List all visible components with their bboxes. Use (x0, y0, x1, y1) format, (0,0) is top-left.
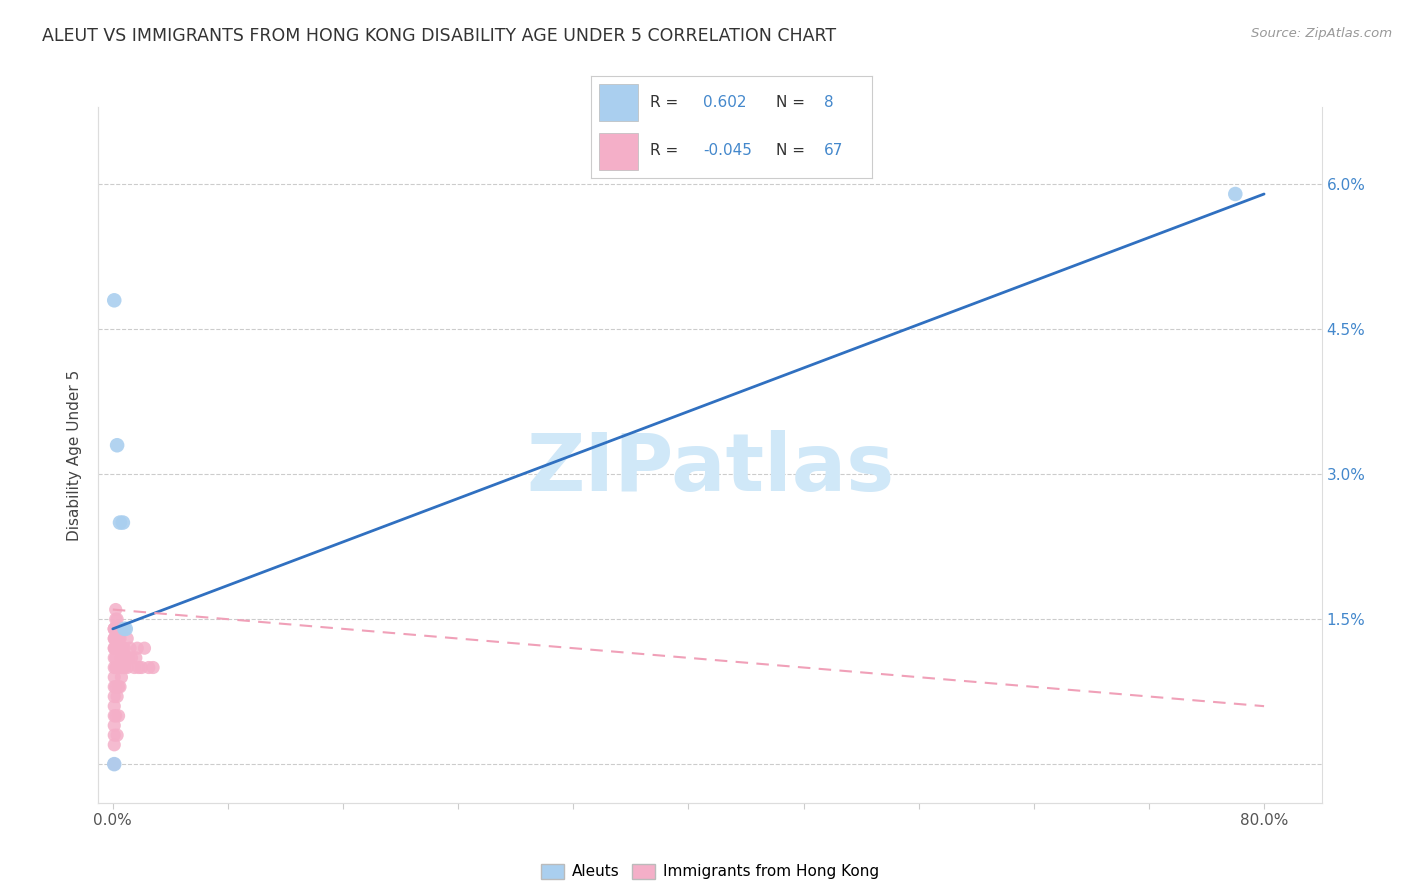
Point (110, 670, 132, 684)
Point (104, 651, 127, 665)
Point (104, 602, 127, 616)
Point (103, 632, 125, 646)
Point (103, 641, 125, 656)
Point (128, 660, 150, 674)
Point (114, 651, 136, 665)
Point (1225, 187, 1247, 202)
Point (108, 641, 131, 656)
Point (103, 670, 125, 684)
Point (115, 632, 138, 646)
Point (105, 690, 128, 704)
Text: -0.045: -0.045 (703, 144, 752, 158)
Point (117, 651, 139, 665)
Point (103, 718, 125, 732)
Point (103, 660, 125, 674)
Point (103, 757, 125, 772)
Point (110, 651, 132, 665)
Point (104, 622, 127, 636)
Text: 67: 67 (824, 144, 844, 158)
Point (107, 680, 129, 694)
Point (105, 660, 128, 674)
Point (115, 660, 138, 674)
Point (108, 660, 131, 674)
Text: 8: 8 (824, 95, 834, 110)
Point (105, 641, 128, 656)
Point (121, 651, 143, 665)
Point (104, 632, 127, 646)
Point (103, 622, 125, 636)
Point (138, 660, 160, 674)
Point (104, 680, 127, 694)
Point (131, 660, 153, 674)
Point (103, 680, 125, 694)
Point (125, 651, 148, 665)
Text: N =: N = (776, 144, 810, 158)
Point (108, 516, 131, 530)
Point (103, 757, 125, 772)
Point (103, 757, 125, 772)
Point (103, 728, 125, 742)
Point (107, 641, 129, 656)
Y-axis label: Disability Age Under 5: Disability Age Under 5 (67, 369, 83, 541)
Text: R =: R = (650, 144, 683, 158)
Point (108, 680, 131, 694)
Point (112, 641, 135, 656)
Text: Source: ZipAtlas.com: Source: ZipAtlas.com (1251, 27, 1392, 40)
Point (103, 738, 125, 752)
Text: 0.602: 0.602 (703, 95, 747, 110)
Point (107, 708, 129, 723)
Bar (599, 133, 638, 170)
Point (103, 699, 125, 714)
Point (124, 660, 146, 674)
Point (105, 632, 128, 646)
Point (103, 651, 125, 665)
Point (105, 612, 128, 626)
Text: N =: N = (776, 95, 810, 110)
Point (103, 690, 125, 704)
Point (103, 757, 125, 772)
Point (105, 622, 128, 636)
Point (107, 660, 129, 674)
Point (103, 641, 125, 656)
Text: ALEUT VS IMMIGRANTS FROM HONG KONG DISABILITY AGE UNDER 5 CORRELATION CHART: ALEUT VS IMMIGRANTS FROM HONG KONG DISAB… (42, 27, 837, 45)
Point (107, 632, 129, 646)
Bar (599, 84, 638, 121)
Point (103, 622, 125, 636)
Point (108, 632, 131, 646)
Point (110, 622, 132, 636)
Point (104, 660, 127, 674)
Legend: Aleuts, Immigrants from Hong Kong: Aleuts, Immigrants from Hong Kong (536, 857, 884, 886)
Point (142, 660, 165, 674)
Point (120, 641, 142, 656)
Text: ZIPatlas: ZIPatlas (526, 430, 894, 508)
Point (114, 622, 136, 636)
Point (112, 660, 135, 674)
Point (104, 612, 127, 626)
Point (111, 641, 134, 656)
Point (111, 516, 134, 530)
Point (103, 622, 125, 636)
Point (134, 641, 156, 656)
Point (105, 728, 128, 742)
Point (111, 660, 134, 674)
Point (112, 622, 135, 636)
Point (104, 708, 127, 723)
Point (127, 641, 149, 656)
Text: R =: R = (650, 95, 683, 110)
Point (103, 708, 125, 723)
Point (105, 438, 128, 452)
Point (103, 632, 125, 646)
Point (104, 641, 127, 656)
Point (103, 293, 125, 308)
